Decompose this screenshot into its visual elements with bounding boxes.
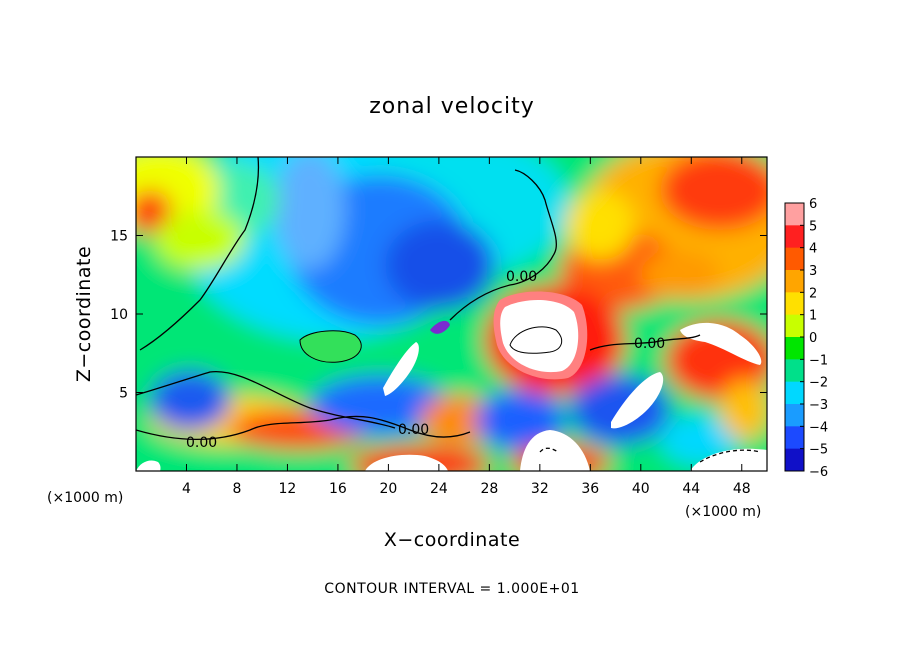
contour-label: 0.00 bbox=[186, 435, 217, 451]
contour-interval-note: CONTOUR INTERVAL = 1.000E+01 bbox=[324, 581, 579, 597]
y-axis-label: Z−coordinate bbox=[73, 246, 95, 382]
x-tick-label: 36 bbox=[581, 481, 599, 497]
x-tick-label: 24 bbox=[430, 481, 448, 497]
contour-label: 0.00 bbox=[634, 336, 665, 352]
x-tick-label: 28 bbox=[480, 481, 498, 497]
x-tick-label: 32 bbox=[531, 481, 549, 497]
x-axis-label: X−coordinate bbox=[384, 529, 520, 551]
colorbar-tick-label: −5 bbox=[809, 443, 828, 458]
x-axis-ticks: 4 8 12 16 20 24 28 32 36 40 44 48 bbox=[182, 157, 751, 497]
colorbar-cell bbox=[785, 314, 804, 338]
colorbar-tick-label: 4 bbox=[809, 242, 817, 257]
colorbar-tick-label: 3 bbox=[809, 264, 817, 279]
y-tick-label: 15 bbox=[110, 229, 128, 245]
x-tick-label: 16 bbox=[329, 481, 347, 497]
colorbar: 6 5 4 3 2 1 0 −1 −2 −3 −4 −5 −6 bbox=[784, 197, 828, 480]
colorbar-cell bbox=[785, 203, 804, 226]
y-axis-ticks: 5 10 15 bbox=[110, 229, 767, 402]
colorbar-cell bbox=[785, 448, 804, 472]
y-tick-label: 10 bbox=[110, 307, 128, 323]
colorbar-tick-label: 0 bbox=[809, 331, 817, 346]
colorbar-cell bbox=[785, 381, 804, 405]
colorbar-tick-label: −2 bbox=[809, 376, 828, 391]
colorbar-cell bbox=[785, 225, 804, 249]
colorbar-tick-label: −6 bbox=[809, 465, 828, 480]
colorbar-tick-label: −4 bbox=[809, 420, 828, 435]
colorbar-tick-label: 2 bbox=[809, 286, 817, 301]
colorbar-cell bbox=[785, 337, 804, 360]
colorbar-tick-label: −3 bbox=[809, 398, 828, 413]
x-tick-label: 8 bbox=[232, 481, 241, 497]
colorbar-tick-label: 1 bbox=[809, 309, 817, 324]
colorbar-tick-label: 5 bbox=[809, 219, 817, 234]
colorbar-cell bbox=[785, 426, 804, 450]
contour-label: 0.00 bbox=[506, 269, 537, 285]
x-tick-label: 40 bbox=[632, 481, 650, 497]
x-tick-label: 12 bbox=[279, 481, 297, 497]
colorbar-cell bbox=[785, 247, 804, 271]
contour-label: 0.00 bbox=[398, 422, 429, 438]
x-unit-right: (×1000 m) bbox=[685, 504, 761, 520]
contour-labels: 0.00 0.00 0.00 0.00 bbox=[186, 269, 665, 451]
y-tick-label: 5 bbox=[119, 386, 128, 402]
x-tick-label: 44 bbox=[682, 481, 700, 497]
colorbar-cell bbox=[785, 270, 804, 293]
x-tick-label: 4 bbox=[182, 481, 191, 497]
colorbar-tick-label: 6 bbox=[809, 197, 817, 212]
x-tick-label: 48 bbox=[733, 481, 751, 497]
colorbar-cell bbox=[785, 292, 804, 316]
colorbar-cell bbox=[785, 404, 804, 427]
chart-title: zonal velocity bbox=[369, 94, 535, 119]
x-unit-left: (×1000 m) bbox=[47, 490, 123, 506]
colorbar-cell bbox=[785, 359, 804, 383]
colorbar-tick-label: −1 bbox=[809, 353, 828, 368]
velocity-field bbox=[136, 157, 767, 471]
x-tick-label: 20 bbox=[379, 481, 397, 497]
